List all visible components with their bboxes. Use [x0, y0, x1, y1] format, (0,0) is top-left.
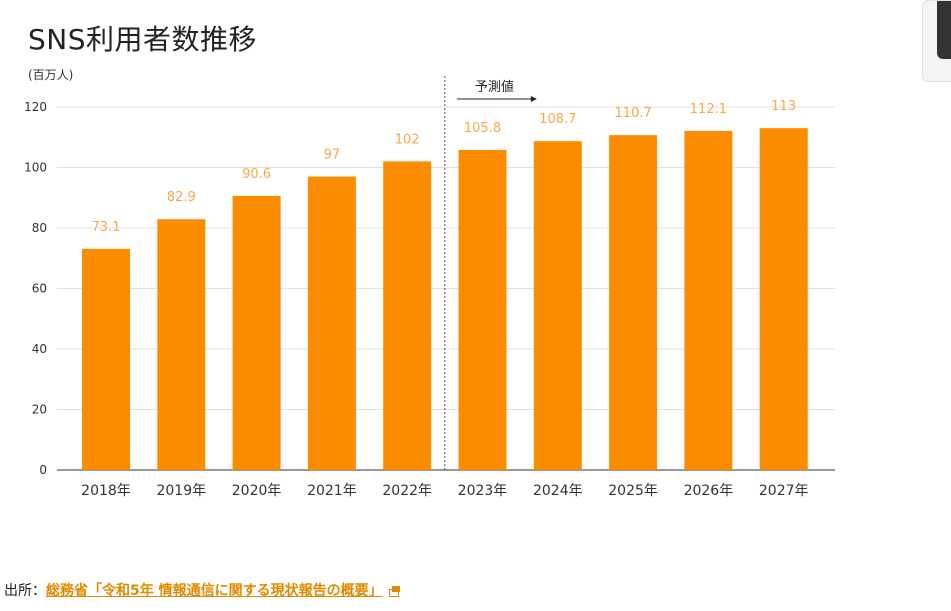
- side-panel-tab-handle[interactable]: [937, 1, 951, 59]
- y-tick-label: 60: [32, 282, 47, 296]
- data-label: 90.6: [242, 167, 271, 182]
- forecast-label: 予測値: [475, 79, 514, 95]
- chart-title: SNS利用者数推移: [28, 23, 257, 56]
- bar: [157, 219, 206, 470]
- y-tick-label: 40: [32, 342, 47, 356]
- y-tick-label: 120: [24, 100, 47, 114]
- source-prefix: 出所：: [4, 583, 46, 599]
- data-label: 82.9: [167, 190, 196, 205]
- data-label: 73.1: [92, 220, 121, 235]
- data-label: 102: [395, 132, 420, 147]
- data-label: 113: [771, 99, 796, 114]
- y-tick-label: 80: [32, 221, 47, 235]
- bar-chart: (百万人) 0 20 40 60 80 100 120 73.1 2018年 82.9 2019年 90…: [24, 68, 835, 499]
- x-tick-label: 2023年: [458, 483, 508, 499]
- bar: [307, 176, 356, 470]
- forecast-arrow-head: [530, 96, 537, 102]
- source-citation: 出所：総務省「令和5年 情報通信に関する現状報告の概要」: [4, 580, 401, 600]
- x-tick-label: 2026年: [684, 483, 734, 499]
- x-tick-label: 2021年: [307, 483, 357, 499]
- bar: [82, 248, 130, 470]
- y-tick-label: 100: [24, 161, 47, 175]
- bar: [533, 141, 582, 470]
- x-tick-label: 2022年: [382, 483, 432, 499]
- x-tick-label: 2020年: [232, 483, 282, 499]
- x-tick-label: 2019年: [156, 483, 206, 499]
- side-panel-tab[interactable]: [922, 0, 951, 82]
- bar: [383, 161, 432, 470]
- data-label: 105.8: [464, 121, 501, 136]
- bar: [759, 128, 808, 471]
- x-tick-label: 2024年: [533, 483, 583, 499]
- x-tick-label: 2027年: [759, 483, 809, 499]
- bar: [458, 149, 507, 470]
- chart-card: SNS利用者数推移 (百万人) 0 20 40 60 80 100 120 73.1 2018年 8…: [24, 23, 835, 499]
- bar: [684, 130, 733, 470]
- source-link[interactable]: 総務省「令和5年 情報通信に関する現状報告の概要」: [46, 583, 383, 599]
- x-tick-label: 2025年: [608, 483, 658, 499]
- data-label: 110.7: [614, 106, 651, 121]
- y-tick-label: 20: [32, 403, 47, 417]
- bar: [232, 195, 281, 470]
- external-link-icon[interactable]: [388, 586, 401, 597]
- x-tick-label: 2018年: [81, 483, 131, 499]
- y-tick-label: 0: [39, 463, 47, 477]
- data-label: 97: [324, 148, 341, 163]
- data-label: 108.7: [539, 112, 576, 127]
- y-axis-label: (百万人): [28, 68, 73, 82]
- bar: [609, 135, 658, 470]
- data-label: 112.1: [690, 102, 727, 117]
